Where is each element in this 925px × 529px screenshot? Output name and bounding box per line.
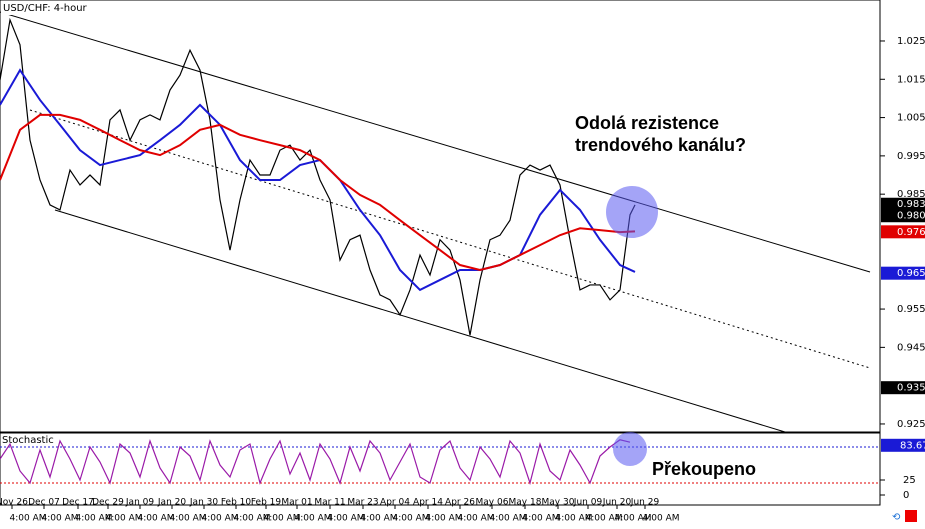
price-label: 0.9804: [897, 211, 925, 222]
title-bg: [1, 1, 87, 15]
series-line: [0, 17, 636, 336]
price-panel: [0, 0, 881, 433]
stochastic-panel: [0, 432, 881, 506]
x-tick-label: Apr 14: [413, 498, 443, 508]
chart-title: USD/CHF: 4-hour: [3, 3, 88, 14]
price-label: 83.67: [900, 440, 925, 451]
x-tick-label: Jun 09: [573, 498, 603, 508]
y-tick-label: 0.9259: [897, 419, 925, 430]
price-label: 0.9762: [897, 227, 925, 238]
y-tick-label: 0: [903, 490, 909, 501]
x-tick-label: Apr 26: [445, 498, 475, 508]
price-label: 0.9355: [897, 383, 925, 394]
y-tick-label: 1.0059: [897, 113, 925, 124]
stoch-title-bg: [1, 434, 45, 446]
price-label-box: [881, 266, 925, 280]
highlight: [613, 432, 647, 466]
x-time-label: 4:00 AM: [264, 514, 301, 524]
y-tick-label: 0.9459: [897, 342, 925, 353]
x-tick-label: Dec 29: [92, 498, 124, 508]
x-tick-label: Apr 04: [380, 498, 410, 508]
x-tick-label: Jun 29: [630, 498, 660, 508]
x-time-label: 4:00 AM: [76, 514, 113, 524]
annotation: trendového kanálu?: [575, 135, 746, 155]
x-time-label: 4:00 AM: [328, 514, 365, 524]
x-tick-label: May 06: [476, 498, 509, 508]
highlight: [606, 186, 658, 238]
x-time-label: 4:00 AM: [295, 514, 332, 524]
price-label: 0.9834: [897, 199, 925, 210]
annotation: Překoupeno: [652, 459, 756, 479]
x-tick-label: Mar 23: [347, 498, 378, 508]
price-label-box: [881, 209, 925, 223]
annotation: Odolá rezistence: [575, 113, 719, 133]
x-time-label: 4:00 AM: [138, 514, 175, 524]
channel-mid: [29, 109, 871, 369]
channel-lower: [54, 209, 786, 433]
x-time-label: 4:00 AM: [234, 514, 271, 524]
x-time-label: 4:00 AM: [490, 514, 527, 524]
y-tick-label: 1.0159: [897, 74, 925, 85]
x-tick-label: Mar 01: [281, 498, 312, 508]
y-tick-label: 0.9559: [897, 304, 925, 315]
y-tick-label: 0.9859: [897, 189, 925, 200]
plot: 1.0259 1.0159 1.0059 0.9959 0.9859 0.9559 0.94…: [0, 17, 925, 524]
x-tick-label: Jan 20: [157, 498, 186, 508]
x-time-label: 4:00 AM: [615, 514, 652, 524]
x-time-label: 4:00 AM: [556, 514, 593, 524]
x-tick-label: Mar 11: [314, 498, 345, 508]
icon: [905, 510, 917, 522]
price-label: 0.9654: [897, 268, 925, 279]
y-tick-label: 1.0259: [897, 36, 925, 47]
y-tick-label: 25: [903, 475, 916, 486]
x-time-label: 4:00 AM: [458, 514, 495, 524]
channel-upper: [0, 11, 871, 273]
price-label-box: [881, 381, 925, 395]
x-time-label: 4:00 AM: [643, 514, 680, 524]
price-label-box: [881, 197, 925, 211]
x-time-label: 4:00 AM: [202, 514, 239, 524]
x-time-label: 4:00 AM: [106, 514, 143, 524]
x-time-label: 4:00 AM: [361, 514, 398, 524]
x-tick-label: Jan 09: [125, 498, 154, 508]
x-tick-label: Jan 30: [189, 498, 218, 508]
x-tick-label: Feb 19: [251, 498, 282, 508]
price-label-box: [881, 438, 925, 452]
stochastic-title: Stochastic: [2, 435, 54, 446]
price-label-box: [881, 225, 925, 239]
y-tick-label: 0.9959: [897, 151, 925, 162]
x-time-label: 4:00 AM: [393, 514, 430, 524]
x-time-label: 4:00 AM: [523, 514, 560, 524]
x-time-label: 4:00 AM: [42, 514, 79, 524]
series-line: [0, 439, 631, 486]
x-time-label: 4:00 AM: [10, 514, 47, 524]
x-time-label: 4:00 AM: [426, 514, 463, 524]
x-tick-label: May 18: [509, 498, 542, 508]
x-tick-label: Nov 26: [0, 498, 28, 508]
x-tick-label: Dec 17: [62, 498, 94, 508]
x-tick-label: May 30: [542, 498, 575, 508]
icon: ⟲: [892, 512, 901, 523]
x-tick-label: Dec 07: [28, 498, 60, 508]
series-line: [0, 113, 636, 272]
x-tick-label: Jun 20: [602, 498, 632, 508]
x-tick-label: Feb 10: [221, 498, 252, 508]
x-time-label: 4:00 AM: [586, 514, 623, 524]
x-time-label: 4:00 AM: [170, 514, 207, 524]
